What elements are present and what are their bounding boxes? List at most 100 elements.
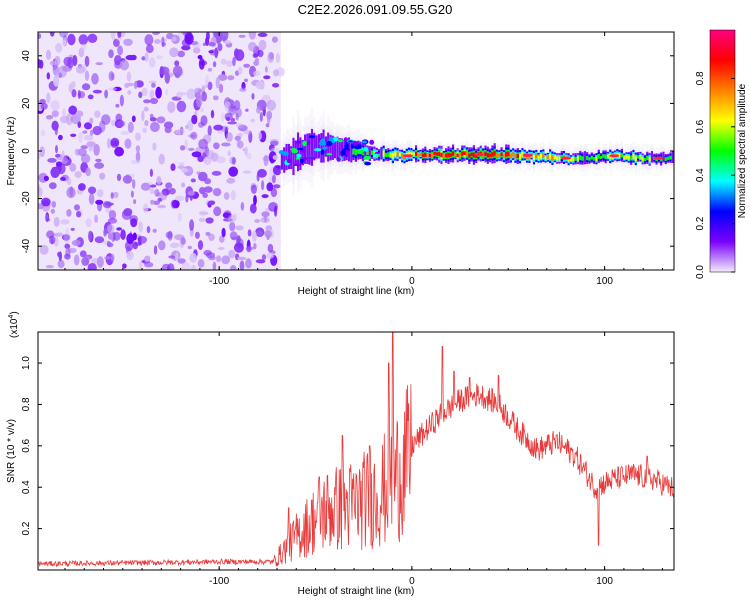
noise-blob — [221, 227, 226, 238]
signal-cell — [391, 153, 394, 159]
noise-blob — [197, 155, 204, 163]
colorbar-tick-label: 0.6 — [695, 119, 706, 133]
noise-blob — [245, 258, 252, 269]
signal-cell — [537, 156, 540, 160]
noise-blob — [220, 58, 227, 65]
signal-cell — [600, 155, 603, 160]
signal-cell — [401, 153, 404, 159]
noise-blob — [75, 65, 86, 74]
noise-blob — [158, 153, 165, 165]
noise-blob — [198, 210, 207, 217]
signal-blob — [364, 161, 372, 166]
snr-ticks: -100 0 100 0.2 0.4 0.6 0.8 1.0 — [21, 332, 674, 587]
noise-blob — [198, 138, 209, 150]
x-tick-label: 100 — [596, 276, 613, 287]
noise-blob — [120, 130, 130, 135]
signal-blob — [296, 153, 302, 158]
noise-blob — [115, 103, 120, 108]
signal-blob — [320, 138, 325, 144]
signal-cell — [495, 153, 499, 158]
signal-blob — [291, 149, 299, 154]
y-tick-label: -20 — [21, 191, 32, 206]
signal-blob — [356, 148, 364, 155]
signal-cell — [428, 153, 432, 157]
signal-cell — [410, 152, 413, 157]
noise-blob — [55, 145, 58, 154]
noise-blob — [38, 186, 43, 198]
noise-blob — [254, 218, 261, 223]
snr-line — [38, 332, 674, 568]
noise-blob — [207, 67, 213, 72]
noise-blob — [152, 142, 157, 151]
signal-cell — [639, 155, 642, 159]
noise-blob — [149, 89, 155, 99]
signal-cell — [308, 133, 311, 165]
noise-blob — [211, 170, 222, 176]
noise-blob — [63, 232, 71, 243]
signal-blob — [307, 140, 311, 144]
signal-cell — [558, 156, 561, 161]
noise-blob — [123, 208, 133, 217]
noise-blob — [237, 256, 247, 261]
noise-blob — [43, 175, 50, 182]
noise-blob — [226, 60, 234, 67]
noise-blob — [71, 89, 77, 98]
noise-blob — [250, 184, 257, 194]
noise-blob — [71, 81, 76, 89]
noise-blob — [45, 115, 54, 120]
signal-cell — [320, 133, 323, 163]
signal-cell — [389, 152, 392, 157]
noise-blob — [230, 265, 237, 270]
noise-blob — [110, 32, 116, 40]
noise-blob — [85, 218, 92, 228]
signal-cell — [294, 140, 297, 166]
signal-cell — [396, 152, 399, 157]
noise-blob — [217, 247, 225, 250]
signal-blob — [369, 139, 375, 145]
noise-blob — [91, 73, 99, 85]
noise-blob — [210, 109, 215, 119]
signal-cell — [449, 153, 452, 157]
noise-blob — [106, 240, 111, 247]
noise-blob — [205, 217, 214, 224]
x-tick-label: 100 — [596, 576, 613, 587]
noise-blob — [47, 158, 57, 163]
noise-blob — [198, 217, 206, 222]
signal-cell — [498, 153, 501, 158]
noise-blob — [54, 125, 58, 136]
colorbar-label: Normalized spectral amplitude — [737, 83, 748, 218]
snr-xlabel: Height of straight line (km) — [298, 586, 415, 597]
noise-blob — [157, 197, 163, 202]
noise-blob — [181, 182, 186, 188]
noise-blob — [228, 166, 239, 177]
noise-blob — [57, 259, 65, 269]
noise-blob — [208, 233, 215, 241]
signal-cell — [579, 155, 582, 161]
noise-blob — [133, 199, 137, 205]
noise-blob — [45, 49, 52, 61]
noise-blob — [132, 179, 136, 189]
noise-blob — [89, 129, 94, 136]
noise-blob — [223, 192, 230, 200]
noise-blob — [144, 34, 154, 46]
noise-blob — [76, 211, 82, 218]
noise-blob — [272, 184, 281, 189]
noise-blob — [67, 56, 74, 69]
signal-cell — [315, 135, 318, 159]
x-tick-label: 0 — [409, 276, 415, 287]
noise-blob — [256, 106, 261, 114]
noise-blob — [253, 195, 257, 206]
noise-blob — [193, 47, 201, 54]
y-tick-label: -40 — [21, 239, 32, 254]
noise-blob — [180, 167, 188, 173]
noise-blob — [225, 132, 233, 142]
y-tick-label: 20 — [21, 97, 32, 109]
noise-blob — [44, 214, 49, 223]
colorbar-tick-label: 0.8 — [695, 71, 706, 85]
signal-cell — [509, 153, 512, 159]
noise-blob — [226, 177, 236, 184]
noise-blob — [132, 241, 138, 250]
noise-blob — [263, 154, 269, 167]
signal-cell — [366, 149, 369, 155]
